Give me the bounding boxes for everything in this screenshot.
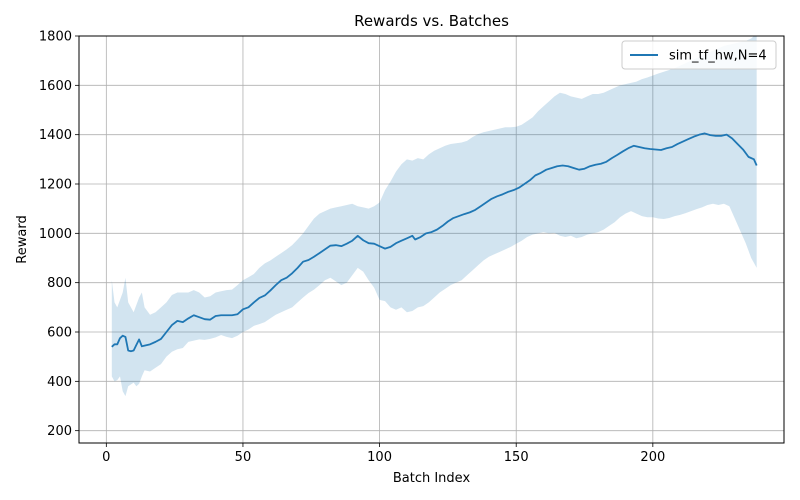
x-tick-label: 50 <box>235 450 252 465</box>
legend-box <box>621 40 777 70</box>
x-axis-label: Batch Index <box>393 471 471 486</box>
series-line <box>111 132 758 353</box>
y-tick-label: 600 <box>47 326 72 341</box>
x-tick-label: 150 <box>504 450 529 465</box>
x-tick-label: 0 <box>102 450 110 465</box>
plot-frame <box>78 35 785 444</box>
y-tick-label: 800 <box>47 276 72 291</box>
x-tick-label: 100 <box>367 450 392 465</box>
axes <box>75 35 785 447</box>
y-tick-label: 1600 <box>39 79 72 94</box>
tick-labels: 0 50 100 150 200 200 400 600 800 1000 1200 1400 1600… <box>39 30 665 466</box>
x-tick-label: 200 <box>640 450 665 465</box>
y-tick-label: 400 <box>47 375 72 390</box>
series-line-layer <box>111 132 758 353</box>
y-tick-label: 1800 <box>39 30 72 45</box>
y-tick-label: 200 <box>47 424 72 439</box>
confidence-band-layer <box>111 36 757 397</box>
y-axis-label: Reward <box>15 215 30 263</box>
y-tick-label: 1400 <box>39 128 72 143</box>
legend-label: sim_tf_hw,N=4 <box>669 49 767 64</box>
y-tick-label: 1200 <box>39 178 72 193</box>
legend: sim_tf_hw,N=4 <box>621 40 777 70</box>
chart-title: Rewards vs. Batches <box>354 12 509 30</box>
y-tick-label: 1000 <box>39 227 72 242</box>
confidence-band <box>111 36 757 397</box>
